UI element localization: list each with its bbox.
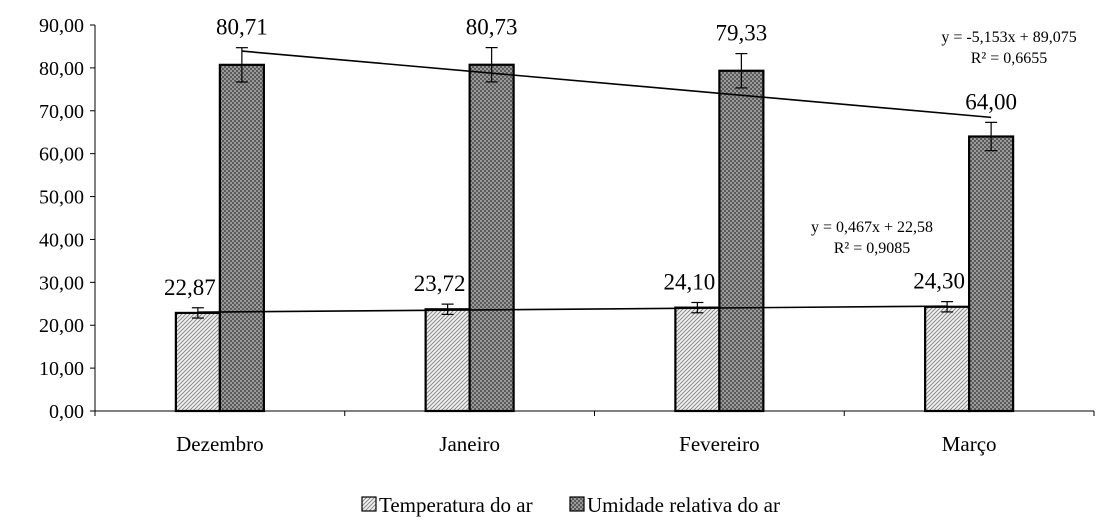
bar-temperatura (424, 308, 471, 413)
data-label: 64,00 (965, 89, 1017, 114)
x-tick-label: Dezembro (176, 432, 263, 456)
data-label: 79,33 (716, 21, 768, 46)
bar-umidade (218, 63, 265, 413)
bar-temperatura (174, 311, 221, 413)
y-tick-label: 0,00 (49, 401, 84, 423)
y-tick-label: 10,00 (39, 358, 84, 380)
x-tick-label: Março (942, 432, 997, 456)
data-label: 22,87 (164, 275, 216, 300)
trendlines (197, 50, 992, 313)
x-axis: Dezembro Janeiro Fevereiro Março (94, 410, 1095, 456)
y-tick-label: 30,00 (39, 272, 84, 294)
y-tick-label: 80,00 (39, 58, 84, 80)
bar-umidade (968, 135, 1015, 413)
y-axis: 0,00 10,00 20,00 30,00 40,00 50,00 60,00 70,00 8… (39, 15, 96, 423)
bar-temperatura (924, 305, 971, 413)
x-tick-label: Janeiro (439, 432, 500, 456)
data-label: 24,30 (913, 269, 965, 294)
legend-label: Temperatura do ar (379, 493, 533, 517)
legend: Temperatura do ar Umidade relativa do ar (361, 493, 780, 517)
trendline-equation: y = -5,153x + 89,075 (941, 29, 1076, 46)
data-label: 80,73 (466, 15, 518, 40)
trendline-r2: R² = 0,6655 (971, 50, 1048, 67)
y-tick-label: 50,00 (39, 187, 84, 209)
trendline-r2: R² = 0,9085 (834, 240, 911, 257)
bar-umidade (718, 69, 765, 413)
data-labels: 22,87 23,72 24,10 24,30 80,71 80,73 79,33 64,00… (164, 15, 1077, 300)
legend-swatch (569, 496, 585, 512)
x-tick-label: Fevereiro (679, 432, 759, 456)
bar-temperatura (674, 306, 721, 413)
y-tick-label: 70,00 (39, 101, 84, 123)
data-label: 23,72 (414, 271, 466, 296)
y-tick-label: 20,00 (39, 315, 84, 337)
legend-label: Umidade relativa do ar (587, 493, 780, 517)
bar-umidade (468, 63, 515, 413)
trendline (197, 305, 948, 313)
data-label: 80,71 (216, 15, 268, 40)
y-tick-label: 60,00 (39, 144, 84, 166)
y-tick-label: 90,00 (39, 15, 84, 37)
bars (174, 47, 1015, 413)
trendline (241, 50, 992, 119)
y-tick-label: 40,00 (39, 229, 84, 251)
legend-swatch (361, 496, 377, 512)
data-label: 24,10 (664, 269, 716, 294)
trendline-equation: y = 0,467x + 22,58 (811, 219, 933, 236)
